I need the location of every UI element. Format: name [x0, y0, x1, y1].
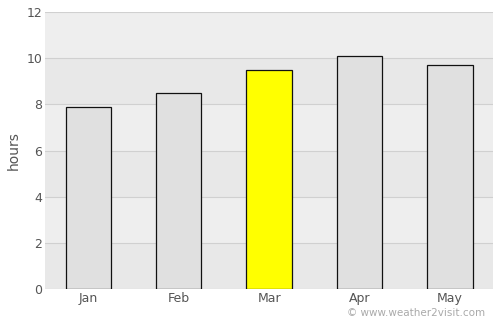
- Bar: [45, 243, 493, 289]
- Bar: [428, 65, 472, 289]
- Bar: [45, 12, 493, 58]
- Bar: [246, 70, 292, 289]
- Bar: [45, 104, 493, 150]
- Bar: [337, 56, 382, 289]
- Bar: [156, 93, 201, 289]
- Text: © www.weather2visit.com: © www.weather2visit.com: [347, 308, 485, 318]
- Bar: [45, 58, 493, 104]
- Bar: [66, 107, 111, 289]
- Bar: [45, 197, 493, 243]
- Bar: [45, 150, 493, 197]
- Y-axis label: hours: hours: [7, 131, 21, 170]
